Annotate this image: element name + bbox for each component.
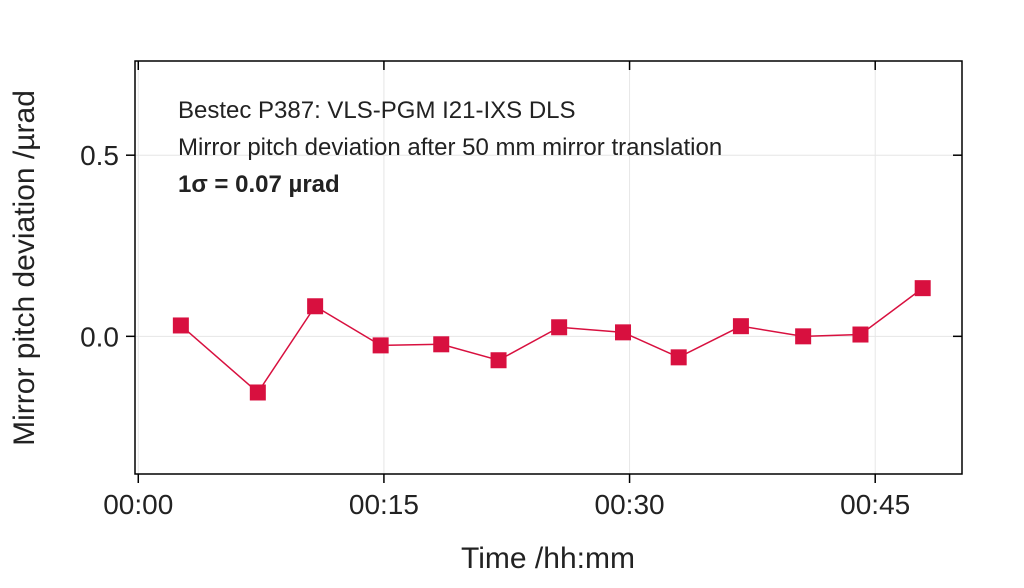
y-tick-label: 0.5 [80,140,119,171]
data-point [551,319,568,336]
data-point [433,336,450,353]
data-point [372,337,389,354]
data-point [914,280,931,297]
data-point [249,384,266,401]
series-line [180,287,924,394]
x-axis-label: Time /hh:mm [461,542,635,575]
annotation: Mirror pitch deviation after 50 mm mirro… [178,134,722,161]
x-tick-label: 00:15 [349,489,419,520]
x-tick-label: 00:30 [595,489,665,520]
x-tick-label: 00:45 [840,489,910,520]
data-point [732,318,749,335]
data-point [307,298,324,315]
annotation: Bestec P387: VLS-PGM I21-IXS DLS [178,97,576,124]
data-point [490,352,507,369]
y-tick-label: 0.0 [80,321,119,352]
data-point [852,326,869,343]
data-point [670,349,687,366]
annotation: 1σ = 0.07 µrad [178,171,340,198]
data-point [615,324,632,341]
plot-frame [134,60,963,475]
x-tick-label: 00:00 [103,489,173,520]
data-point [795,328,812,345]
data-point [172,317,189,334]
y-axis-label: Mirror pitch deviation /µrad [8,90,41,446]
